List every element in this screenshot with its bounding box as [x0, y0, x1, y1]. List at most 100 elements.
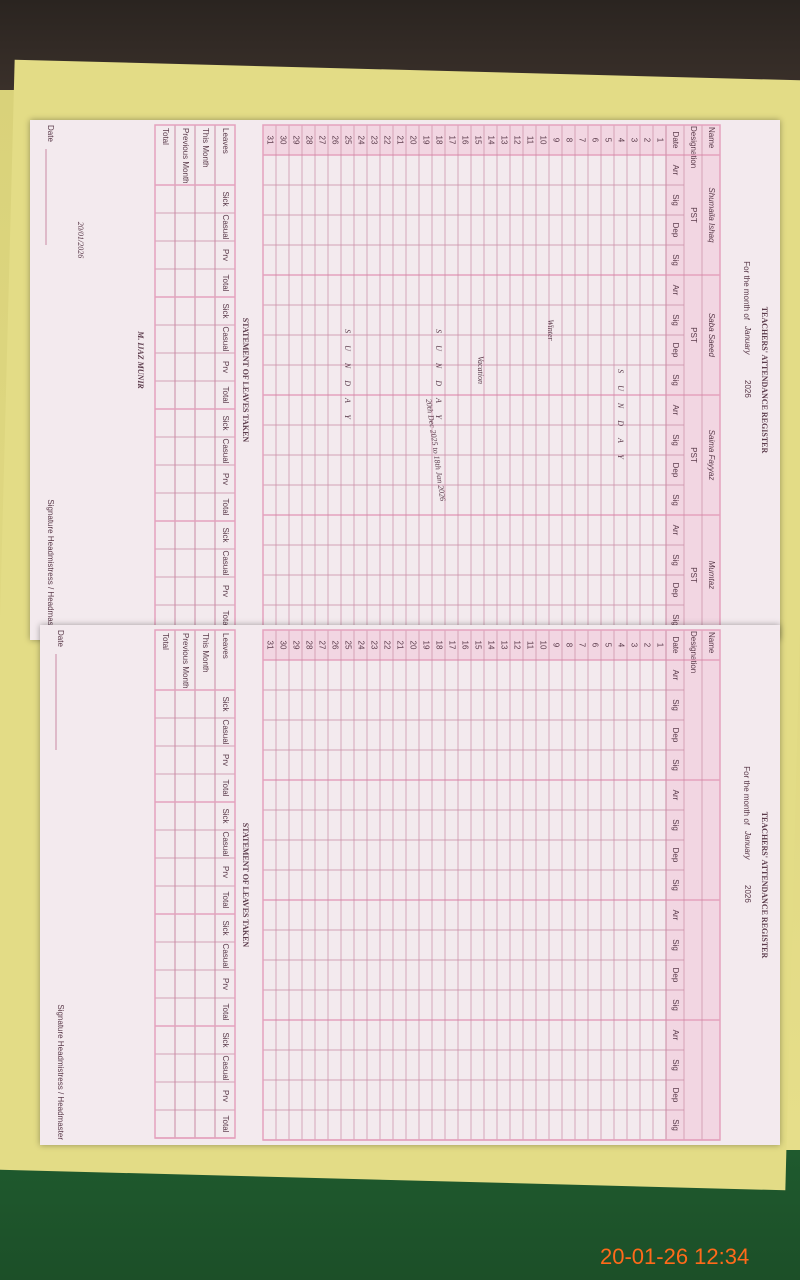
timestamp: 20-01-26 12:34	[600, 1244, 750, 1269]
leave-row-label: Total	[161, 633, 170, 650]
leave-header: Total	[221, 499, 230, 516]
teacher-designation: PST	[689, 207, 698, 223]
column-header: Sig	[671, 434, 680, 446]
column-header: Sig	[671, 1119, 680, 1131]
column-header: Arr	[671, 165, 680, 176]
leave-header: Sick	[221, 191, 230, 207]
column-header: Sig	[671, 554, 680, 566]
day-number: 20	[408, 641, 417, 650]
column-header: Arr	[671, 525, 680, 536]
column-header: Sig	[671, 939, 680, 951]
teacher-name: Saba Saeed	[707, 313, 716, 358]
page-title: TEACHERS' ATTENDANCE REGISTER	[760, 812, 769, 959]
leaves-title: STATEMENT OF LEAVES TAKEN	[241, 823, 250, 948]
grid-border	[262, 629, 721, 1141]
leaves-title: STATEMENT OF LEAVES TAKEN	[241, 318, 250, 443]
column-header: Arr	[671, 285, 680, 296]
signature-label: Signature Headmistress / Headmaster	[56, 1004, 65, 1140]
handwritten-note: Winter	[546, 319, 555, 341]
column-header: Sig	[671, 314, 680, 326]
column-header: Sig	[671, 614, 680, 626]
day-number: 6	[590, 138, 599, 143]
leave-header: Total	[221, 387, 230, 404]
day-number: 8	[564, 643, 573, 648]
day-number: 18	[434, 641, 443, 650]
day-number: 4	[616, 138, 625, 143]
leave-header: Prv	[221, 754, 230, 766]
leave-header: Prv	[221, 249, 230, 261]
day-number: 25	[343, 136, 352, 145]
day-number: 1	[655, 138, 664, 143]
column-header: Dep	[671, 223, 680, 238]
teacher-name: Mumtaz	[707, 561, 716, 589]
day-number: 13	[499, 641, 508, 650]
day-number: 18	[434, 136, 443, 145]
day-number: 4	[616, 643, 625, 648]
day-number: 10	[538, 641, 547, 650]
day-number: 31	[265, 641, 274, 650]
day-number: 9	[551, 643, 560, 648]
name-label: Name	[707, 127, 716, 149]
day-number: 15	[473, 641, 482, 650]
day-number: 10	[538, 136, 547, 145]
grid-border	[154, 629, 236, 1139]
leave-header: Sick	[221, 808, 230, 824]
leave-header: Total	[221, 1116, 230, 1133]
leave-header: Sick	[221, 527, 230, 543]
day-number: 29	[291, 641, 300, 650]
column-header: Sig	[671, 999, 680, 1011]
leave-header: Casual	[221, 832, 230, 857]
teacher-name: Shumaila Ishaq	[707, 187, 716, 243]
page-sheet: TEACHERS' ATTENDANCE REGISTER For the mon…	[45, 124, 769, 636]
day-number: 21	[395, 136, 404, 145]
teacher-designation: PST	[689, 567, 698, 583]
leave-header: Total	[221, 275, 230, 292]
column-header: Dep	[671, 1088, 680, 1103]
day-number: 23	[369, 641, 378, 650]
leave-header: Total	[221, 1004, 230, 1021]
year: 2026	[743, 885, 752, 903]
day-number: 2	[642, 643, 651, 648]
date-label: Date	[46, 125, 55, 142]
teacher-designation: PST	[689, 447, 698, 463]
leave-row-label: Leaves	[221, 128, 230, 154]
day-number: 25	[343, 641, 352, 650]
day-number: 2	[642, 138, 651, 143]
day-number: 30	[278, 641, 287, 650]
leave-row-label: This Month	[201, 128, 210, 168]
leave-header: Sick	[221, 415, 230, 431]
leave-header: Sick	[221, 1032, 230, 1048]
leave-header: Total	[221, 611, 230, 628]
column-header: Date	[671, 132, 680, 149]
month-label: For the month of	[742, 261, 751, 320]
leave-header: Prv	[221, 866, 230, 878]
column-header: Arr	[671, 910, 680, 921]
register-page: TEACHERS' ATTENDANCE REGISTER For the mon…	[40, 625, 780, 1145]
day-number: 3	[629, 138, 638, 143]
day-number: 22	[382, 641, 391, 650]
leave-row-label: Previous Month	[181, 633, 190, 689]
page-sheet: TEACHERS' ATTENDANCE REGISTER For the mon…	[55, 629, 769, 1141]
register-page: TEACHERS' ATTENDANCE REGISTER For the mon…	[30, 120, 780, 640]
day-number: 21	[395, 641, 404, 650]
column-header: Dep	[671, 968, 680, 983]
leave-row-label: Leaves	[221, 633, 230, 659]
day-number: 3	[629, 643, 638, 648]
designation-label: Designation	[689, 126, 698, 168]
day-number: 26	[330, 136, 339, 145]
column-header: Sig	[671, 759, 680, 771]
column-header: Dep	[671, 848, 680, 863]
handwritten-note: SUNDAY	[343, 329, 352, 431]
leave-header: Casual	[221, 720, 230, 745]
day-number: 5	[603, 138, 612, 143]
page-title: TEACHERS' ATTENDANCE REGISTER	[760, 307, 769, 454]
day-number: 27	[317, 641, 326, 650]
day-number: 24	[356, 136, 365, 145]
leave-header: Casual	[221, 327, 230, 352]
leave-header: Casual	[221, 439, 230, 464]
day-number: 6	[590, 643, 599, 648]
day-number: 12	[512, 641, 521, 650]
leave-header: Casual	[221, 1056, 230, 1081]
month: January	[743, 830, 752, 860]
column-header: Sig	[671, 699, 680, 711]
